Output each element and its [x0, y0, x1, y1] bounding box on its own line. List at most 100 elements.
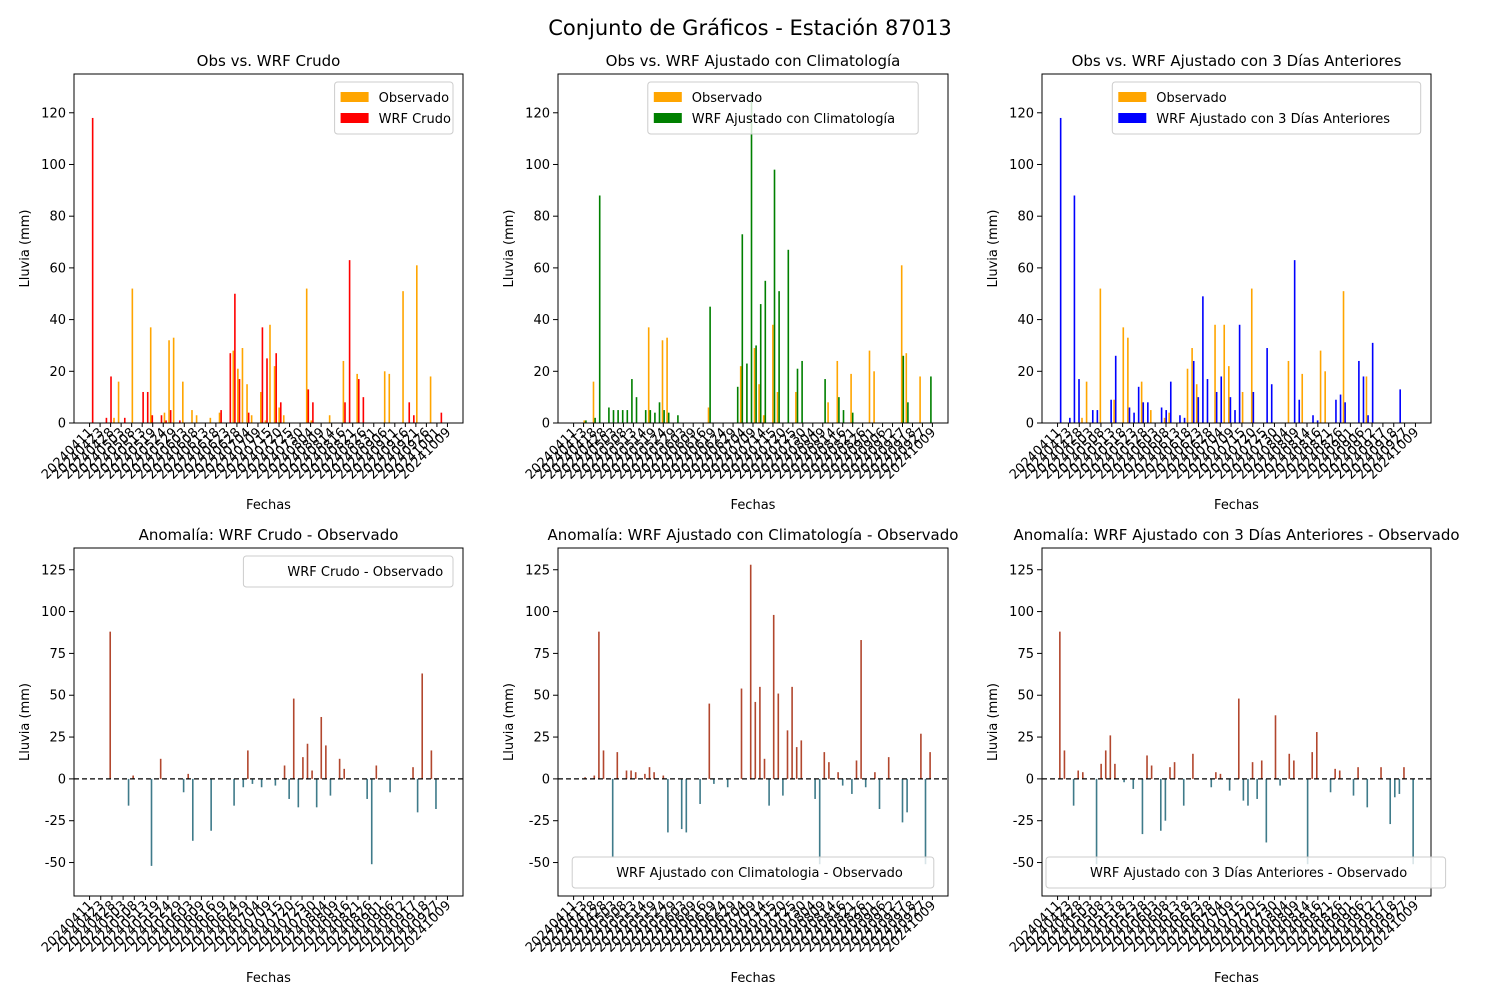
bar: [795, 747, 798, 779]
bar: [658, 402, 661, 423]
bar: [929, 752, 931, 779]
bar: [709, 306, 711, 423]
bar: [1169, 381, 1172, 423]
bar: [621, 410, 624, 423]
y-tick-label: -50: [1013, 856, 1034, 871]
bar: [142, 391, 144, 423]
bar: [232, 350, 235, 423]
bar: [91, 117, 94, 423]
bar: [1215, 391, 1218, 423]
y-tick-label: 100: [525, 605, 550, 620]
bar: [585, 420, 587, 423]
bar: [1311, 752, 1314, 779]
bar: [1260, 760, 1263, 779]
bar: [828, 762, 830, 779]
bar: [320, 716, 323, 779]
bar: [182, 381, 184, 423]
bar: [1223, 324, 1226, 423]
bar: [749, 564, 752, 779]
bar: [260, 778, 263, 788]
bar: [878, 778, 881, 809]
bar: [667, 412, 670, 423]
bar: [1306, 778, 1309, 865]
y-tick-label: -25: [1013, 814, 1034, 829]
bar: [1077, 770, 1080, 779]
bar: [1096, 410, 1099, 423]
bar: [1128, 407, 1131, 423]
bar: [343, 768, 346, 779]
bar: [218, 412, 221, 423]
bar: [1228, 778, 1231, 791]
legend-box: [1045, 856, 1447, 889]
bar: [292, 698, 295, 779]
y-tick-label: 25: [533, 731, 550, 746]
plot-frame: [1041, 547, 1432, 897]
bar: [302, 757, 304, 779]
bar: [1099, 288, 1102, 423]
bar: [763, 758, 766, 779]
bar: [680, 778, 683, 830]
bar: [1191, 348, 1193, 423]
bar: [269, 324, 271, 423]
bar: [1238, 324, 1241, 423]
y-tick-label: 80: [1017, 210, 1034, 225]
bar: [754, 701, 757, 779]
bar: [661, 340, 664, 423]
bar: [602, 750, 605, 779]
figure-title: Conjunto de Gráficos - Estación 87013: [548, 16, 952, 40]
bar: [699, 778, 701, 804]
bar: [1114, 355, 1117, 423]
y-axis-label: Lluvia (mm): [502, 210, 517, 288]
bar: [435, 778, 437, 809]
bar: [616, 752, 619, 779]
bar: [328, 415, 331, 423]
bar: [344, 402, 346, 423]
bar: [366, 778, 368, 799]
x-axis-label: Fechas: [731, 498, 776, 513]
y-axis-label: Lluvia (mm): [18, 683, 33, 761]
bar: [1182, 778, 1185, 806]
y-tick-label: 20: [1017, 365, 1034, 380]
bar: [1063, 750, 1066, 779]
bar: [220, 410, 222, 423]
bar: [408, 402, 411, 423]
bar: [1265, 778, 1268, 843]
bar: [801, 360, 803, 423]
bar: [930, 376, 932, 423]
bar: [836, 360, 839, 423]
bar: [1109, 735, 1112, 779]
bar: [305, 288, 308, 423]
bar: [823, 752, 826, 779]
bar: [310, 420, 313, 423]
bar: [1358, 360, 1360, 423]
x-axis-label: Fechas: [246, 971, 291, 986]
y-tick-label: 75: [49, 647, 66, 662]
legend-swatch: [653, 92, 682, 102]
bar: [1316, 420, 1319, 423]
bar: [250, 415, 253, 423]
bar: [429, 376, 432, 423]
bar: [1210, 778, 1213, 788]
bar: [584, 777, 586, 779]
y-tick-label: 125: [41, 563, 66, 578]
y-tick-label: 100: [525, 158, 550, 173]
chart-title: Obs vs. WRF Ajustado con 3 Días Anterior…: [1072, 52, 1402, 70]
y-tick-label: -25: [529, 814, 550, 829]
bar: [901, 778, 904, 823]
bar: [132, 775, 134, 779]
bar: [1140, 381, 1143, 423]
bar: [1192, 360, 1195, 423]
y-tick-label: 125: [525, 563, 550, 578]
bar: [598, 195, 601, 423]
bar: [1338, 770, 1341, 779]
bar: [109, 631, 112, 779]
x-axis-label: Fechas: [1214, 498, 1259, 513]
bar: [338, 758, 341, 779]
bar: [123, 417, 126, 423]
legend-swatch: [340, 113, 369, 123]
bar: [1288, 753, 1291, 779]
bar: [1339, 394, 1342, 423]
bar: [1315, 732, 1318, 779]
bar: [1159, 778, 1162, 831]
